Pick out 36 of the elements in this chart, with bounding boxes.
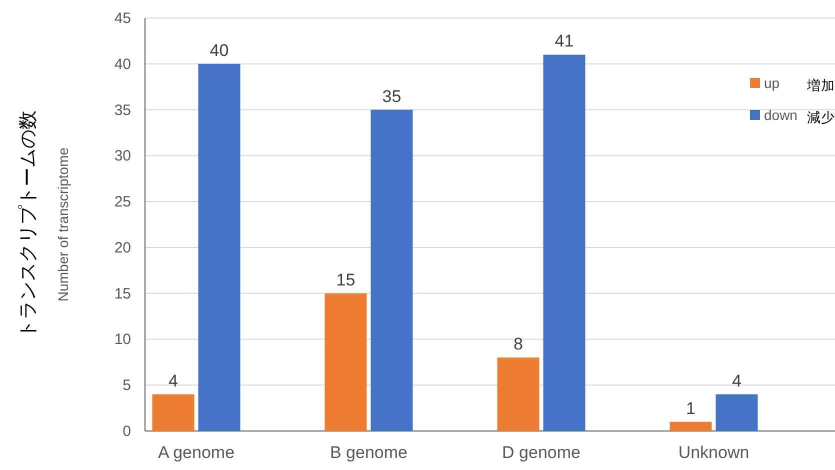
y-tick-label: 10	[114, 331, 131, 348]
y-tick-label: 45	[114, 10, 131, 27]
y-tick-label: 15	[114, 285, 131, 302]
legend-label: up	[764, 75, 780, 91]
x-tick-label: B genome	[330, 443, 408, 462]
data-label: 4	[732, 371, 742, 390]
bar	[324, 293, 367, 431]
y-tick-label: 40	[114, 56, 131, 73]
bar	[370, 110, 413, 431]
bar	[670, 422, 712, 431]
bar	[198, 64, 240, 431]
y-tick-label: 30	[114, 148, 131, 165]
data-label: 15	[336, 270, 356, 290]
y-tick-label: 5	[122, 377, 131, 394]
bar	[543, 54, 586, 431]
data-label: 41	[554, 32, 574, 51]
x-tick-label: A genome	[158, 443, 235, 462]
bar	[152, 394, 194, 431]
y-axis-title: トランスクリプトームの数	[18, 110, 39, 338]
data-label: 4	[168, 371, 178, 390]
text: Number of transcriptome	[55, 147, 71, 302]
y-tick-label: 25	[114, 194, 131, 211]
annotation: 減少	[807, 110, 835, 125]
y-tick-label: 0	[122, 423, 131, 440]
bar	[497, 358, 540, 431]
data-label: 1	[686, 398, 696, 418]
data-label: 8	[514, 334, 523, 354]
annotation: 増加	[806, 77, 835, 93]
bar	[716, 394, 758, 431]
x-tick-label: Unknown	[678, 443, 750, 462]
data-label: 35	[382, 86, 402, 106]
y-tick-label: 20	[114, 239, 131, 256]
legend-label: down	[764, 107, 798, 123]
y-tick-label: 35	[114, 102, 131, 119]
data-label: 40	[210, 40, 229, 60]
x-tick-label: D genome	[502, 443, 580, 462]
